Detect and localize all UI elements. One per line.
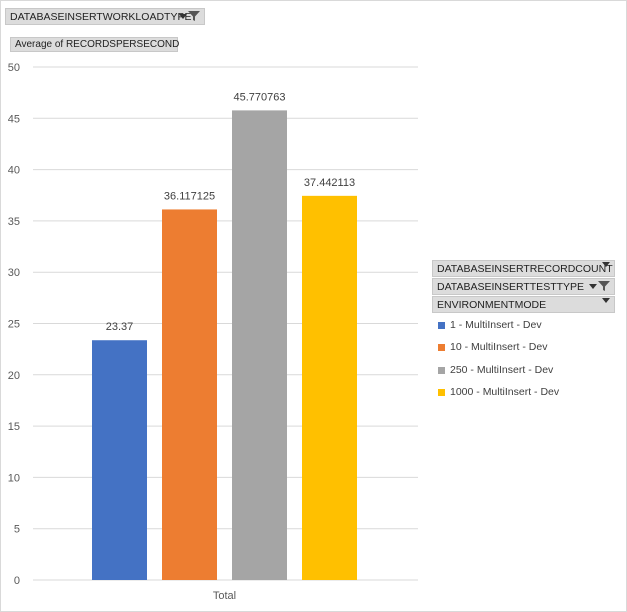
workload-type-filter-button[interactable]: DATABASEINSERTWORKLOADTYPE	[5, 8, 205, 25]
legend-item[interactable]: 250 - MultiInsert - Dev	[438, 364, 553, 376]
legend-label: 1000 - MultiInsert - Dev	[450, 386, 560, 398]
filter-funnel-icon	[598, 281, 610, 291]
x-axis: Total	[213, 590, 236, 602]
legend-swatch	[438, 321, 445, 329]
bar[interactable]	[92, 340, 147, 580]
bar[interactable]	[232, 110, 287, 581]
bars	[92, 110, 357, 581]
y-tick-label: 20	[8, 370, 20, 382]
filter-funnel-icon	[188, 11, 200, 21]
y-tick-label: 25	[8, 319, 20, 331]
y-tick-label: 35	[8, 216, 20, 228]
legend-item[interactable]: 1 - MultiInsert - Dev	[438, 319, 542, 331]
legend-swatch	[438, 366, 445, 374]
legend-item[interactable]: 10 - MultiInsert - Dev	[438, 341, 547, 353]
y-tick-label: 30	[8, 267, 20, 279]
data-label: 37.442113	[304, 177, 355, 189]
legend-field-label: ENVIRONMENTMODE	[437, 298, 547, 311]
y-axis: 0 5 10 15 20 25 30 35 40 45 50	[8, 62, 20, 587]
record-count-field-button[interactable]: DATABASEINSERTRECORDCOUNT	[432, 260, 615, 277]
legend-field-label: DATABASEINSERTRECORDCOUNT	[437, 262, 613, 275]
y-tick-label: 0	[14, 575, 20, 587]
bar[interactable]	[162, 209, 217, 580]
value-field-label: Average of RECORDSPERSECOND	[15, 39, 180, 50]
dropdown-arrow-icon	[602, 298, 610, 303]
dropdown-arrow-icon	[179, 13, 187, 19]
legend-label: 1 - MultiInsert - Dev	[450, 319, 542, 331]
dropdown-arrow-icon	[602, 262, 610, 267]
data-label: 45.770763	[234, 91, 286, 103]
legend-label: 10 - MultiInsert - Dev	[450, 341, 548, 353]
test-type-field-button[interactable]: DATABASEINSERTTESTTYPE	[432, 278, 615, 295]
dropdown-arrow-icon	[589, 283, 597, 289]
y-tick-label: 50	[8, 62, 20, 74]
legend-field-label: DATABASEINSERTTESTTYPE	[437, 280, 585, 293]
legend-swatch	[438, 343, 445, 351]
y-tick-label: 5	[14, 524, 20, 536]
x-category-label: Total	[213, 590, 236, 602]
legend-swatch	[438, 388, 445, 396]
y-tick-label: 15	[8, 421, 20, 433]
y-tick-label: 45	[8, 113, 20, 125]
gridlines	[33, 66, 418, 581]
filter-field-label: DATABASEINSERTWORKLOADTYPE	[10, 10, 192, 23]
value-field-button[interactable]: Average of RECORDSPERSECOND	[10, 37, 180, 52]
data-label: 23.37	[106, 321, 134, 333]
environment-mode-field-button[interactable]: ENVIRONMENTMODE	[432, 296, 615, 313]
data-labels: 23.37 36.117125 45.770763 37.442113	[106, 91, 355, 333]
y-tick-label: 10	[8, 472, 20, 484]
legend-item[interactable]: 1000 - MultiInsert - Dev	[438, 386, 559, 398]
bar[interactable]	[302, 195, 357, 580]
y-tick-label: 40	[8, 165, 20, 177]
legend-label: 250 - MultiInsert - Dev	[450, 364, 554, 376]
data-label: 36.117125	[164, 190, 215, 202]
